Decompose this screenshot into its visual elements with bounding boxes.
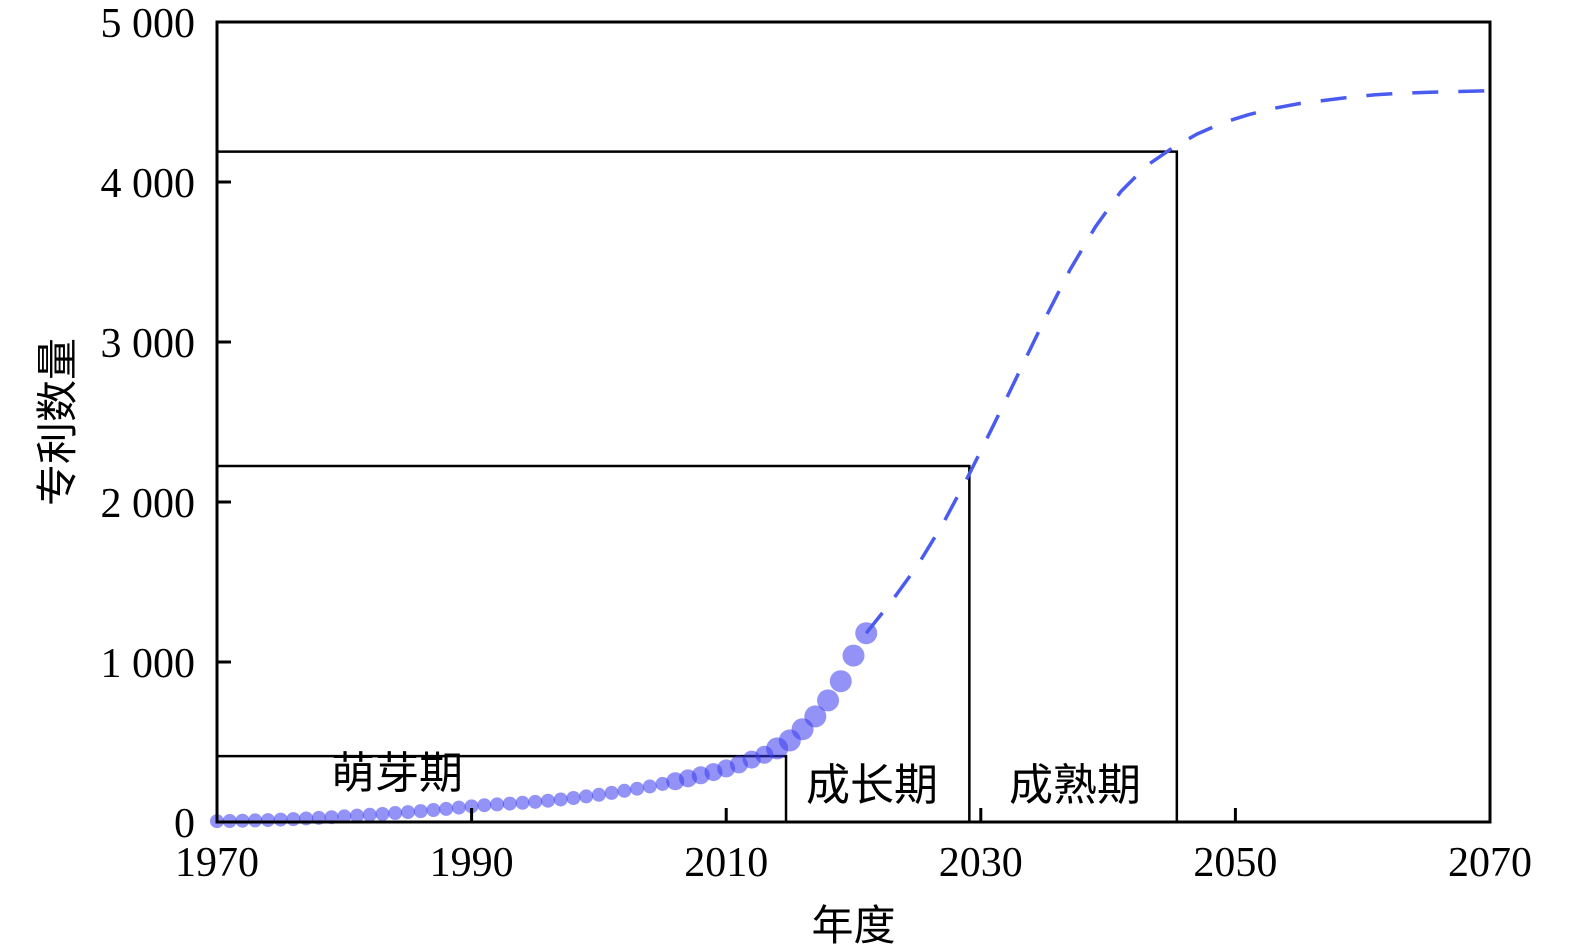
stage-label: 成熟期 <box>1009 760 1141 811</box>
y-tick-label: 3 000 <box>101 321 196 367</box>
x-tick-labels: 1970 1990 2010 2030 2050 2070 <box>175 840 1532 886</box>
data-point <box>591 787 606 802</box>
data-point <box>655 776 670 791</box>
data-point <box>842 644 865 667</box>
fitted-curve <box>864 89 1491 635</box>
data-point <box>528 794 543 809</box>
data-point <box>553 792 568 807</box>
stage-boundary <box>217 150 1179 822</box>
x-tick-label: 1990 <box>430 840 514 886</box>
data-point <box>829 670 852 693</box>
data-point <box>439 801 454 816</box>
data-point <box>362 807 377 822</box>
y-tick-label: 0 <box>174 801 195 847</box>
y-tick-label: 1 000 <box>101 641 196 687</box>
x-tick-label: 2030 <box>939 840 1023 886</box>
data-point <box>817 689 840 712</box>
data-point <box>804 705 827 728</box>
stage-labels: 萌芽期 成长期 成熟期 <box>331 748 1141 811</box>
data-point <box>490 797 505 812</box>
axis-ticks <box>215 20 1492 824</box>
data-point <box>642 779 657 794</box>
stage-lines <box>217 150 1179 822</box>
data-point <box>477 798 492 813</box>
y-axis-title: 专利数量 <box>33 338 82 506</box>
data-point <box>464 799 479 814</box>
x-axis-title: 年度 <box>811 901 895 950</box>
data-point <box>286 812 301 827</box>
y-tick-labels: 0 1 000 2 000 3 000 4 000 5 000 <box>101 1 196 847</box>
data-point <box>260 813 275 828</box>
data-point <box>540 793 555 808</box>
data-point <box>350 808 365 823</box>
plot-frame <box>215 20 1492 824</box>
data-point <box>248 813 263 828</box>
data-point <box>400 805 415 820</box>
y-tick-label: 5 000 <box>101 1 196 47</box>
data-points <box>210 622 878 829</box>
data-point <box>604 785 619 800</box>
x-tick-label: 1970 <box>175 840 259 886</box>
data-point <box>579 789 594 804</box>
data-point <box>617 783 632 798</box>
x-tick-label: 2050 <box>1193 840 1277 886</box>
data-point <box>413 804 428 819</box>
data-point <box>630 781 645 796</box>
data-point <box>375 807 390 821</box>
stage-boundary <box>217 754 788 822</box>
data-point <box>426 803 441 817</box>
x-tick-label: 2070 <box>1448 840 1532 886</box>
y-tick-label: 4 000 <box>101 161 196 207</box>
data-point <box>337 809 352 824</box>
data-point <box>566 791 581 805</box>
stage-boundary <box>217 464 971 822</box>
x-tick-label: 2010 <box>684 840 768 886</box>
stage-label: 成长期 <box>806 760 938 811</box>
y-tick-label: 2 000 <box>101 481 196 527</box>
data-point <box>515 795 530 810</box>
data-point <box>273 812 288 827</box>
data-point <box>502 796 517 811</box>
data-point <box>451 800 466 815</box>
fitted-curve-path <box>864 89 1491 635</box>
data-point <box>388 806 403 821</box>
stage-label: 萌芽期 <box>331 748 463 799</box>
